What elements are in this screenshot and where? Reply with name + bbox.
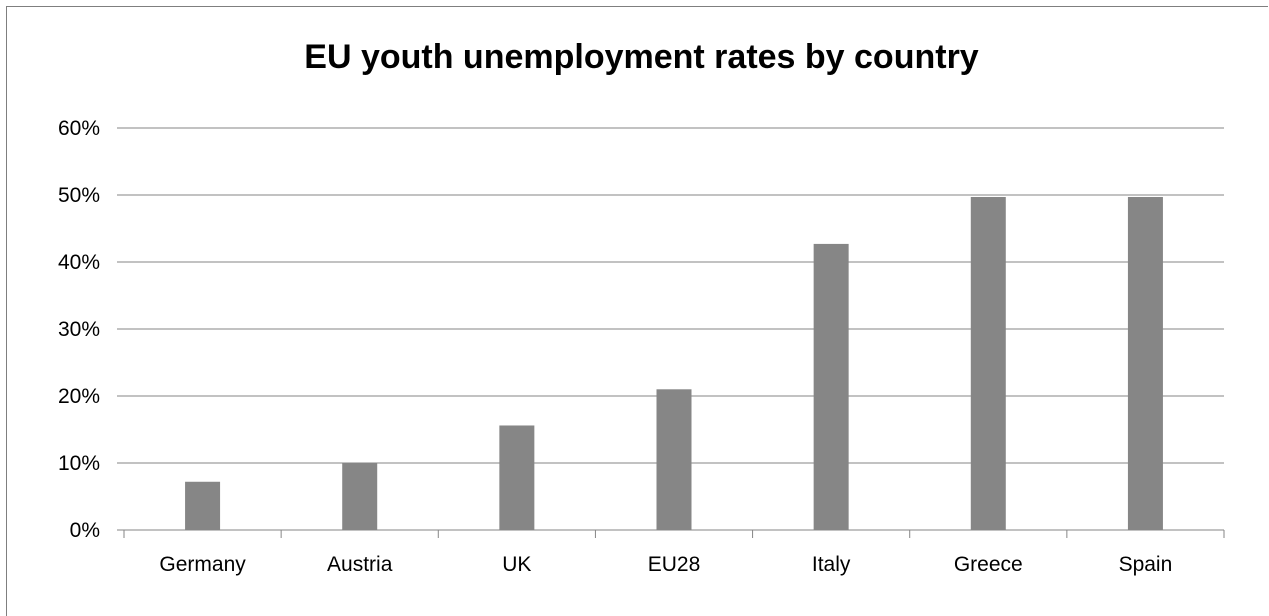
chart-title: EU youth unemployment rates by country bbox=[304, 38, 979, 76]
x-category-label: Greece bbox=[954, 553, 1023, 576]
chart-frame bbox=[6, 6, 1268, 616]
y-tick-label: 60% bbox=[58, 117, 100, 140]
bars bbox=[185, 197, 1163, 530]
y-tick-label: 40% bbox=[58, 251, 100, 274]
bar-greece bbox=[970, 197, 1006, 530]
y-tick-label: 30% bbox=[58, 318, 100, 341]
x-category-label: EU28 bbox=[648, 553, 701, 576]
x-axis-labels: Germany Austria UK EU28 Italy Greece Spain bbox=[159, 553, 1172, 576]
bar-italy bbox=[813, 243, 849, 530]
bar-uk bbox=[499, 425, 535, 530]
bar-chart: 0% 10% 20% 30% 40% 50% 60% Germany Austria UK EU2… bbox=[58, 117, 1225, 576]
x-category-label: Germany bbox=[159, 553, 246, 576]
y-axis-ticks: 0% 10% 20% 30% 40% 50% 60% bbox=[58, 117, 100, 542]
bar-austria bbox=[342, 463, 378, 530]
x-category-label: UK bbox=[502, 553, 531, 576]
x-axis bbox=[123, 530, 1225, 538]
y-tick-label: 10% bbox=[58, 452, 100, 475]
y-tick-label: 0% bbox=[70, 519, 100, 542]
x-category-label: Italy bbox=[812, 553, 851, 576]
x-category-label: Austria bbox=[327, 553, 393, 576]
bar-spain bbox=[1127, 197, 1163, 530]
bar-germany bbox=[185, 481, 221, 530]
bar-eu28 bbox=[656, 389, 692, 530]
y-tick-label: 20% bbox=[58, 385, 100, 408]
y-tick-label: 50% bbox=[58, 184, 100, 207]
x-category-label: Spain bbox=[1119, 553, 1173, 576]
